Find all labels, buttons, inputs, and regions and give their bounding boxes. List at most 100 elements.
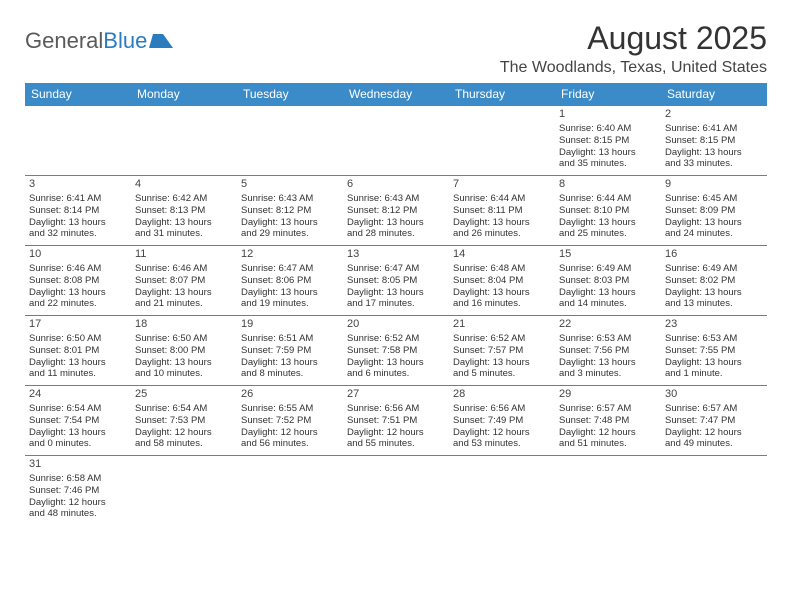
day-detail-line: and 51 minutes. (559, 438, 657, 450)
day-detail-line: and 24 minutes. (665, 228, 763, 240)
calendar-day-cell: 15Sunrise: 6:49 AMSunset: 8:03 PMDayligh… (555, 246, 661, 316)
day-detail-line: Sunrise: 6:57 AM (559, 403, 657, 415)
day-detail-line: and 6 minutes. (347, 368, 445, 380)
day-number: 9 (665, 178, 763, 192)
logo-text-blue: Blue (103, 28, 147, 54)
day-number: 3 (29, 178, 127, 192)
day-detail-line: Daylight: 13 hours (135, 287, 233, 299)
day-detail-line: Daylight: 12 hours (347, 427, 445, 439)
calendar-day-cell: 2Sunrise: 6:41 AMSunset: 8:15 PMDaylight… (661, 106, 767, 176)
day-detail-line: and 14 minutes. (559, 298, 657, 310)
day-number: 20 (347, 318, 445, 332)
day-detail-line: and 32 minutes. (29, 228, 127, 240)
calendar-day-cell: 21Sunrise: 6:52 AMSunset: 7:57 PMDayligh… (449, 316, 555, 386)
day-number: 7 (453, 178, 551, 192)
day-detail-line: and 8 minutes. (241, 368, 339, 380)
day-detail-line: and 3 minutes. (559, 368, 657, 380)
day-detail-line: Sunrise: 6:53 AM (665, 333, 763, 345)
day-detail-line: Sunset: 8:10 PM (559, 205, 657, 217)
weekday-header: Saturday (661, 83, 767, 106)
day-number: 8 (559, 178, 657, 192)
day-detail-line: Sunset: 7:54 PM (29, 415, 127, 427)
day-detail-line: Sunrise: 6:40 AM (559, 123, 657, 135)
calendar-week-row: 24Sunrise: 6:54 AMSunset: 7:54 PMDayligh… (25, 386, 767, 456)
day-detail-line: Daylight: 13 hours (347, 357, 445, 369)
calendar-day-cell: 20Sunrise: 6:52 AMSunset: 7:58 PMDayligh… (343, 316, 449, 386)
day-detail-line: Daylight: 13 hours (29, 357, 127, 369)
day-detail-line: Daylight: 13 hours (241, 217, 339, 229)
day-detail-line: and 55 minutes. (347, 438, 445, 450)
calendar-day-cell: 3Sunrise: 6:41 AMSunset: 8:14 PMDaylight… (25, 176, 131, 246)
calendar-week-row: 17Sunrise: 6:50 AMSunset: 8:01 PMDayligh… (25, 316, 767, 386)
calendar-day-cell (449, 106, 555, 176)
day-detail-line: and 1 minute. (665, 368, 763, 380)
calendar-day-cell: 31Sunrise: 6:58 AMSunset: 7:46 PMDayligh… (25, 456, 131, 526)
calendar-day-cell: 4Sunrise: 6:42 AMSunset: 8:13 PMDaylight… (131, 176, 237, 246)
calendar-day-cell: 19Sunrise: 6:51 AMSunset: 7:59 PMDayligh… (237, 316, 343, 386)
day-detail-line: and 29 minutes. (241, 228, 339, 240)
day-number: 15 (559, 248, 657, 262)
day-number: 4 (135, 178, 233, 192)
calendar-day-cell: 8Sunrise: 6:44 AMSunset: 8:10 PMDaylight… (555, 176, 661, 246)
day-number: 24 (29, 388, 127, 402)
day-detail-line: Daylight: 13 hours (665, 147, 763, 159)
day-detail-line: Sunset: 8:02 PM (665, 275, 763, 287)
calendar-day-cell (131, 456, 237, 526)
day-detail-line: and 22 minutes. (29, 298, 127, 310)
calendar-day-cell: 14Sunrise: 6:48 AMSunset: 8:04 PMDayligh… (449, 246, 555, 316)
weekday-header: Thursday (449, 83, 555, 106)
day-detail-line: and 11 minutes. (29, 368, 127, 380)
day-detail-line: Daylight: 12 hours (135, 427, 233, 439)
day-number: 13 (347, 248, 445, 262)
day-detail-line: Daylight: 13 hours (559, 147, 657, 159)
day-detail-line: Daylight: 13 hours (665, 287, 763, 299)
day-detail-line: and 31 minutes. (135, 228, 233, 240)
day-detail-line: Sunrise: 6:53 AM (559, 333, 657, 345)
day-detail-line: Daylight: 13 hours (29, 217, 127, 229)
month-title: August 2025 (500, 20, 767, 57)
day-detail-line: and 25 minutes. (559, 228, 657, 240)
weekday-header: Monday (131, 83, 237, 106)
day-detail-line: Sunrise: 6:44 AM (453, 193, 551, 205)
day-detail-line: Sunset: 8:15 PM (665, 135, 763, 147)
day-number: 29 (559, 388, 657, 402)
day-detail-line: Daylight: 13 hours (453, 287, 551, 299)
day-detail-line: Sunset: 8:11 PM (453, 205, 551, 217)
calendar-day-cell: 30Sunrise: 6:57 AMSunset: 7:47 PMDayligh… (661, 386, 767, 456)
day-detail-line: Sunset: 7:49 PM (453, 415, 551, 427)
day-detail-line: Sunrise: 6:50 AM (135, 333, 233, 345)
calendar-day-cell (343, 106, 449, 176)
day-detail-line: and 0 minutes. (29, 438, 127, 450)
calendar-week-row: 31Sunrise: 6:58 AMSunset: 7:46 PMDayligh… (25, 456, 767, 526)
calendar-day-cell (131, 106, 237, 176)
day-number: 18 (135, 318, 233, 332)
day-detail-line: Daylight: 13 hours (347, 287, 445, 299)
calendar-day-cell: 27Sunrise: 6:56 AMSunset: 7:51 PMDayligh… (343, 386, 449, 456)
calendar-day-cell: 13Sunrise: 6:47 AMSunset: 8:05 PMDayligh… (343, 246, 449, 316)
weekday-header-row: Sunday Monday Tuesday Wednesday Thursday… (25, 83, 767, 106)
day-detail-line: Sunset: 8:13 PM (135, 205, 233, 217)
day-detail-line: and 16 minutes. (453, 298, 551, 310)
day-detail-line: Sunrise: 6:58 AM (29, 473, 127, 485)
location-subtitle: The Woodlands, Texas, United States (500, 59, 767, 77)
day-detail-line: Sunrise: 6:41 AM (29, 193, 127, 205)
day-detail-line: Sunset: 7:56 PM (559, 345, 657, 357)
calendar-day-cell: 28Sunrise: 6:56 AMSunset: 7:49 PMDayligh… (449, 386, 555, 456)
day-detail-line: Sunrise: 6:50 AM (29, 333, 127, 345)
day-detail-line: Daylight: 13 hours (135, 357, 233, 369)
day-number: 2 (665, 108, 763, 122)
day-detail-line: Daylight: 13 hours (665, 217, 763, 229)
calendar-day-cell: 25Sunrise: 6:54 AMSunset: 7:53 PMDayligh… (131, 386, 237, 456)
day-detail-line: Sunset: 8:15 PM (559, 135, 657, 147)
day-detail-line: Sunrise: 6:47 AM (241, 263, 339, 275)
day-detail-line: Sunset: 8:09 PM (665, 205, 763, 217)
calendar-day-cell: 16Sunrise: 6:49 AMSunset: 8:02 PMDayligh… (661, 246, 767, 316)
day-detail-line: Sunset: 7:55 PM (665, 345, 763, 357)
day-detail-line: Sunrise: 6:52 AM (453, 333, 551, 345)
day-number: 1 (559, 108, 657, 122)
calendar-day-cell (555, 456, 661, 526)
weekday-header: Sunday (25, 83, 131, 106)
day-number: 12 (241, 248, 339, 262)
calendar-day-cell: 12Sunrise: 6:47 AMSunset: 8:06 PMDayligh… (237, 246, 343, 316)
day-detail-line: Daylight: 12 hours (559, 427, 657, 439)
